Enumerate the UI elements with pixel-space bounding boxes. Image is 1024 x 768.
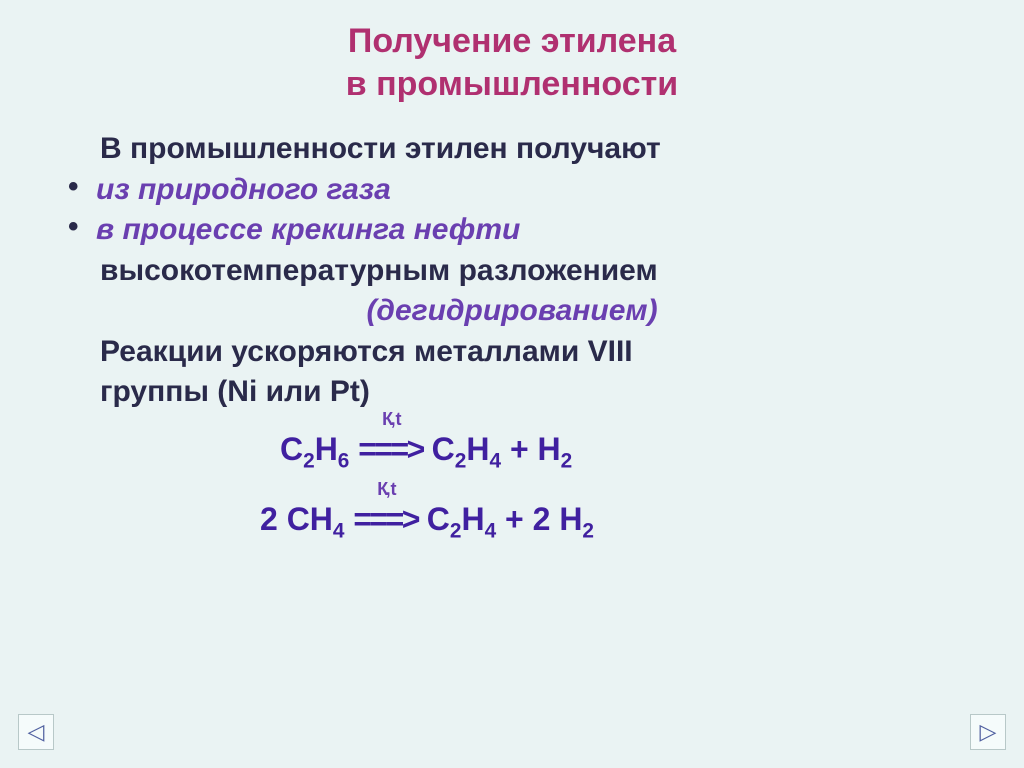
f2-p5: 2	[450, 519, 462, 542]
f2-p1: 4	[333, 519, 345, 542]
f2-p0: 2 CH	[260, 501, 333, 537]
nav-prev-button[interactable]: ◁	[18, 714, 54, 750]
f1-p3: 6	[338, 449, 350, 472]
f2-p6: H	[461, 501, 484, 537]
title-line2: в промышленности	[346, 65, 678, 103]
italic-line: (дегидрированием)	[60, 291, 964, 332]
f1-p7: 2	[455, 449, 467, 472]
f1-p11: 2	[561, 449, 573, 472]
f2-arrow: ===>	[353, 501, 418, 537]
bullet-marker: •	[68, 170, 96, 204]
chevron-left-icon: ◁	[28, 719, 45, 745]
dark-line-1: высокотемпературным разложением	[100, 251, 964, 292]
f1-p4	[349, 431, 358, 467]
f1-p8: H	[466, 431, 489, 467]
f1-p0: C	[280, 431, 303, 467]
formula-1: C2H6 К, t===> C2H4 + H2	[60, 431, 964, 473]
bullet-row-2: • в процессе крекинга нефти	[68, 210, 964, 251]
dark-line-2a: Реакции ускоряются металлами VIII	[100, 332, 964, 373]
chevron-right-icon: ▷	[980, 719, 997, 745]
f2-p7: 4	[485, 519, 497, 542]
slide-title: Получение этилена в промышленности	[60, 20, 964, 105]
dark-line-2b: группы (Ni или Pt)	[100, 372, 964, 413]
bullet-row-1: • из природного газа	[68, 170, 964, 211]
f1-p10: + H	[501, 431, 561, 467]
intro-line: В промышленности этилен получают	[100, 129, 964, 170]
f2-p4: C	[418, 501, 450, 537]
arrow-caption-2: К, t	[377, 479, 394, 500]
bullet-marker: •	[68, 210, 96, 244]
f1-p2: H	[315, 431, 338, 467]
f1-p6: C	[423, 431, 455, 467]
slide: Получение этилена в промышленности В про…	[0, 0, 1024, 768]
f1-p9: 4	[489, 449, 501, 472]
arrow-1: К, t===>	[358, 431, 423, 468]
f1-arrow: ===>	[358, 431, 423, 467]
nav-next-button[interactable]: ▷	[970, 714, 1006, 750]
formula-2: 2 CH4 К, t===> C2H4 + 2 H2	[60, 501, 964, 543]
arrow-2: К, t===>	[353, 501, 418, 538]
bullet-text-2: в процессе крекинга нефти	[96, 210, 520, 251]
bullet-text-1: из природного газа	[96, 170, 391, 211]
title-line1: Получение этилена	[348, 22, 676, 60]
f2-p2	[344, 501, 353, 537]
arrow-caption-1: К, t	[382, 409, 399, 430]
f2-p8: + 2 H	[496, 501, 582, 537]
f1-p1: 2	[303, 449, 315, 472]
f2-p9: 2	[582, 519, 594, 542]
